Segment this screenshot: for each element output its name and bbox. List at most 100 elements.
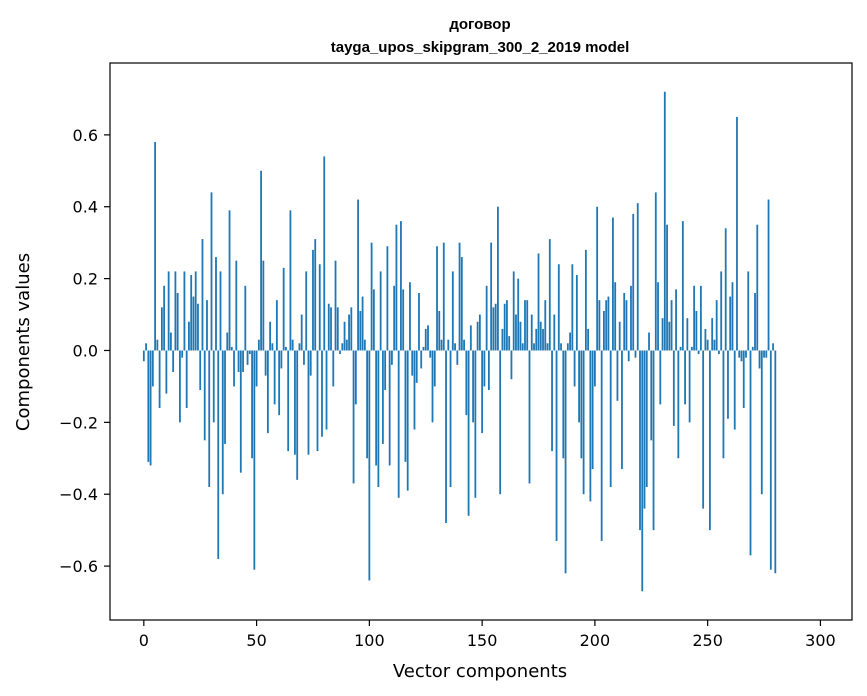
bar-143 (465, 350, 468, 416)
bar-182 (553, 314, 556, 351)
bar-222 (643, 350, 646, 509)
bar-50 (255, 350, 258, 387)
bar-146 (472, 350, 474, 423)
bar-253 (713, 339, 716, 351)
bar-150 (481, 350, 484, 434)
bar-5 (154, 142, 156, 351)
bar-55 (266, 350, 269, 434)
bar-262 (733, 350, 736, 430)
bar-97 (361, 296, 364, 351)
bar-197 (587, 328, 590, 351)
bar-19 (185, 350, 188, 408)
bar-188 (566, 343, 569, 351)
bar-17 (181, 350, 184, 358)
bar-41 (235, 260, 238, 351)
bar-200 (593, 350, 596, 387)
bar-241 (686, 318, 689, 351)
bar-92 (350, 307, 353, 351)
bar-268 (747, 271, 750, 351)
bar-134 (445, 350, 447, 523)
bar-209 (614, 282, 617, 351)
bar-8 (160, 307, 163, 351)
bar-224 (648, 332, 650, 351)
bar-78 (318, 264, 321, 351)
bar-36 (224, 350, 226, 444)
bar-171 (528, 350, 531, 484)
bar-38 (228, 210, 231, 351)
bar-22 (192, 296, 195, 351)
bar-76 (314, 239, 317, 351)
bar-175 (537, 253, 540, 351)
bar-107 (384, 350, 387, 391)
bar-205 (605, 300, 608, 351)
bar-236 (675, 289, 677, 351)
bar-261 (731, 282, 734, 351)
bar-120 (413, 350, 416, 430)
bar-106 (381, 350, 384, 444)
bar-168 (521, 343, 524, 351)
bar-255 (718, 350, 720, 355)
bar-174 (535, 328, 538, 351)
bar-250 (706, 339, 709, 351)
bar-156 (494, 303, 497, 351)
bar-207 (609, 350, 612, 488)
bar-176 (539, 321, 542, 351)
bar-31 (212, 350, 215, 423)
bar-40 (233, 350, 235, 387)
bar-9 (163, 285, 166, 351)
bar-208 (612, 217, 614, 351)
bar-275 (763, 350, 765, 358)
bar-29 (208, 350, 211, 488)
bar-26 (201, 239, 204, 351)
bar-18 (183, 271, 186, 351)
y-tick-label: 0.4 (73, 198, 98, 217)
bar-259 (727, 350, 729, 419)
bar-139 (456, 350, 459, 365)
x-tick-label: 250 (692, 631, 723, 650)
bar-194 (580, 350, 583, 459)
bar-173 (533, 343, 535, 351)
bar-79 (321, 350, 323, 437)
bar-59 (275, 300, 278, 351)
bar-42 (237, 350, 240, 373)
bar-193 (578, 350, 580, 423)
bar-237 (677, 350, 680, 459)
y-tick-label: 0.0 (73, 341, 98, 360)
bar-128 (431, 350, 434, 423)
bar-273 (758, 350, 761, 369)
bar-141 (460, 257, 463, 351)
bar-184 (557, 264, 560, 351)
bar-6 (156, 339, 159, 351)
plot-area-frame (109, 62, 853, 621)
bar-186 (562, 350, 565, 459)
bars-group (142, 91, 777, 592)
bar-73 (307, 350, 310, 455)
bar-239 (681, 221, 684, 351)
bar-252 (711, 318, 714, 351)
bar-185 (560, 343, 562, 351)
bar-172 (530, 314, 533, 351)
bar-126 (427, 325, 429, 351)
bar-149 (478, 314, 481, 351)
bar-33 (217, 350, 220, 559)
x-tick-label: 100 (354, 631, 385, 650)
bar-45 (244, 285, 247, 351)
bar-82 (327, 303, 330, 351)
bar-180 (548, 239, 551, 351)
bar-264 (738, 350, 741, 358)
bar-48 (251, 350, 253, 459)
bar-212 (621, 350, 623, 470)
bar-68 (296, 350, 299, 480)
bar-225 (650, 350, 653, 441)
bar-251 (709, 350, 711, 531)
bar-160 (503, 303, 506, 351)
bar-258 (724, 228, 727, 351)
bar-142 (463, 339, 465, 351)
bar-87 (339, 350, 341, 355)
bar-24 (197, 303, 199, 351)
bar-10 (165, 350, 168, 394)
bar-187 (564, 350, 567, 574)
bar-74 (309, 350, 312, 376)
bar-117 (406, 350, 409, 491)
bar-213 (623, 292, 626, 351)
